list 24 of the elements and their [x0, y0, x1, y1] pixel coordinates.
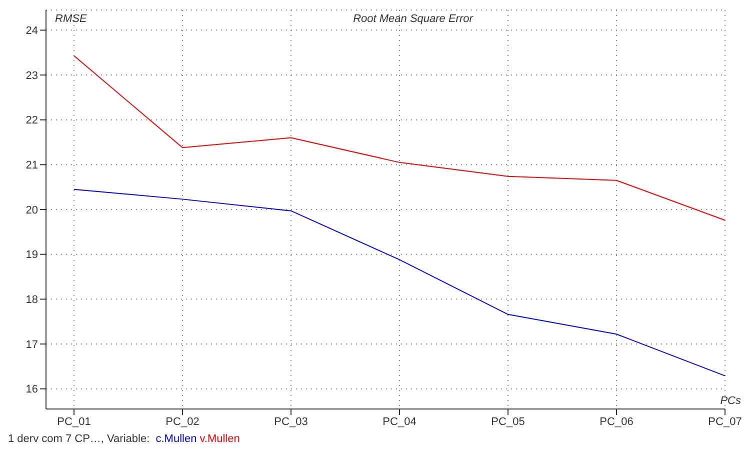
y-tick-label: 23 [26, 70, 38, 82]
x-tick-label: PC_07 [708, 416, 742, 428]
x-tick-label: PC_05 [491, 416, 525, 428]
y-tick-label: 22 [26, 114, 38, 127]
text: v.Mullen [200, 433, 240, 445]
y-axis-title: RMSE [55, 13, 87, 25]
x-tick-label: PC_04 [382, 416, 416, 428]
text: 1 derv com 7 CP…, Variable: [8, 433, 151, 445]
y-tick-label: 20 [26, 204, 38, 216]
text: c.Mullen [156, 433, 197, 445]
y-tick-label: 24 [26, 25, 38, 38]
y-tick-label: 17 [26, 338, 38, 351]
chart-title: Root Mean Square Error [352, 13, 474, 25]
y-tick-label: 16 [26, 384, 38, 396]
line-series [74, 55, 726, 221]
x-tick-label: PC_01 [57, 416, 91, 428]
y-tick-label: 18 [26, 294, 38, 306]
x-axis-title: PCs [720, 395, 741, 407]
x-tick-label: PC_06 [600, 416, 634, 428]
x-tick-label: PC_03 [274, 416, 308, 428]
y-tick-label: 19 [26, 249, 38, 262]
x-tick-label: PC_02 [166, 416, 200, 428]
y-tick-label: 21 [26, 160, 38, 172]
line-series [74, 188, 726, 376]
